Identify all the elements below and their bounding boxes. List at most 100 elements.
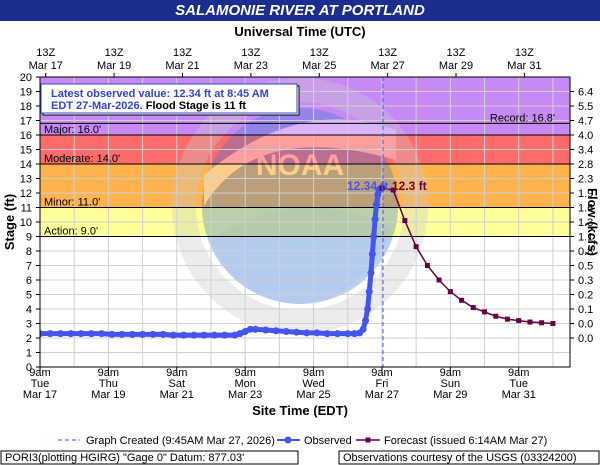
observed-point xyxy=(169,331,177,339)
chart-title: SALAMONIE RIVER AT PORTLAND xyxy=(0,0,600,21)
site-tick-day: Sat xyxy=(169,378,186,390)
flow-tick-label: 0.8 xyxy=(578,246,593,258)
threshold-lines: Record: 16.8' Major: 16.0' Moderate: 14.0'… xyxy=(40,112,570,238)
flow-tick-label: 0.5 xyxy=(578,261,593,273)
stage-tick-label: 1 xyxy=(26,348,32,360)
forecast-point xyxy=(447,289,453,295)
observed-point xyxy=(364,305,372,313)
flow-tick-label: 5.5 xyxy=(578,101,593,113)
observed-point xyxy=(251,325,259,333)
flow-tick-label: 0.3 xyxy=(578,275,593,287)
flow-tick-label: 2.8 xyxy=(578,159,593,171)
observed-point xyxy=(190,331,198,339)
flow-tick-label: 1.3 xyxy=(578,217,593,229)
site-tick-hour: 9am xyxy=(440,367,461,379)
stage-tick-label: 0 xyxy=(26,362,32,374)
forecast-point xyxy=(402,218,408,224)
forecast-point xyxy=(504,316,510,322)
site-tick-day: Sun xyxy=(441,378,461,390)
observed-point xyxy=(159,330,167,338)
footer-datum-text: PORI3(plotting HGIRG) "Gage 0" Datum: 87… xyxy=(5,452,244,464)
observed-point xyxy=(262,326,270,334)
site-tick-day: Wed xyxy=(302,378,324,390)
observed-point xyxy=(118,330,126,338)
latest-value-box: Latest observed value: 12.34 ft at 8:45 … xyxy=(40,83,300,116)
site-tick-hour: 9am xyxy=(98,367,119,379)
flow-tick-label: 4.7 xyxy=(578,116,593,128)
flood-stage-note: Flood Stage is 11 ft xyxy=(143,100,247,112)
observed-point xyxy=(77,330,85,338)
threshold-label-record: Record: 16.8' xyxy=(490,112,555,124)
observed-point xyxy=(128,330,136,338)
observed-point xyxy=(344,330,352,338)
stage-tick-label: 3 xyxy=(26,319,32,331)
observed-point xyxy=(200,331,208,339)
stage-tick-label: 20 xyxy=(20,72,32,84)
site-tick-day: Tue xyxy=(509,378,528,390)
observed-point xyxy=(323,330,331,338)
flow-tick-label: 1.6 xyxy=(578,203,593,215)
utc-tick-hour: 13Z xyxy=(447,47,466,59)
flow-tick-label: 3.4 xyxy=(578,145,593,157)
flow-tick-label: 1.9 xyxy=(578,188,593,200)
flow-axis: 0.0 0.0 0.1 0.2 0.3 0.5 0.8 1.1 1.3 1.6 1.9 2.3 2.8 3… xyxy=(570,87,593,345)
site-tick-hour: 9am xyxy=(508,367,529,379)
observed-point xyxy=(180,331,188,339)
flow-tick-label: 1.1 xyxy=(578,232,593,244)
legend-observed-label: Observed xyxy=(304,435,352,447)
utc-tick-date: Mar 29 xyxy=(439,60,473,72)
observed-point xyxy=(46,330,54,338)
utc-tick-date: Mar 25 xyxy=(302,60,336,72)
observed-peak-label: 12.34 ft xyxy=(347,179,388,193)
site-tick-date: Mar 27 xyxy=(365,389,399,401)
stage-tick-label: 5 xyxy=(26,290,32,302)
observed-point xyxy=(359,325,367,333)
forecast-point xyxy=(516,318,522,324)
site-tick-day: Mon xyxy=(234,378,255,390)
latest-value-date: EDT 27-Mar-2026. xyxy=(51,100,143,112)
svg-text:NOAA: NOAA xyxy=(256,149,344,182)
observed-point xyxy=(371,215,379,223)
observed-point xyxy=(108,330,116,338)
site-tick-date: Mar 17 xyxy=(23,389,57,401)
data-series xyxy=(40,184,556,339)
utc-tick-date: Mar 27 xyxy=(371,60,405,72)
threshold-label-major: Major: 16.0' xyxy=(44,124,101,136)
forecast-point xyxy=(493,313,499,319)
legend-created-label: Graph Created (9:45AM Mar 27, 2026) xyxy=(86,435,275,447)
utc-tick-date: Mar 17 xyxy=(29,60,63,72)
site-tick-date: Mar 29 xyxy=(433,389,467,401)
site-tick-day: Thu xyxy=(99,378,118,390)
latest-value-line1: Latest observed value: 12.34 ft at 8:45 … xyxy=(51,88,269,100)
stage-axis-title: Stage (ft) xyxy=(2,194,17,250)
forecast-point xyxy=(436,277,442,283)
flow-tick-label: 0.1 xyxy=(578,304,593,316)
footer-left-box xyxy=(0,450,299,465)
observed-point xyxy=(292,328,300,336)
minor-band xyxy=(40,164,570,208)
site-tick-hour: 9am xyxy=(303,367,324,379)
site-tick-hour: 9am xyxy=(371,367,392,379)
utc-tick-hour: 13Z xyxy=(515,47,534,59)
legend: Graph Created (9:45AM Mar 27, 2026) Obse… xyxy=(58,435,547,447)
observed-point xyxy=(370,233,378,240)
stage-tick-label: 7 xyxy=(26,261,32,273)
threshold-label-moderate: Moderate: 14.0' xyxy=(44,153,120,165)
flow-axis-title: Flow (kcfs) xyxy=(585,188,600,256)
site-tick-day: Tue xyxy=(31,378,50,390)
site-tick-date: Mar 25 xyxy=(296,389,330,401)
observed-point xyxy=(210,331,218,339)
stage-tick-label: 8 xyxy=(26,246,32,258)
footer-credit-text: Observations courtesy of the USGS (03324… xyxy=(343,452,577,464)
forecast-point xyxy=(539,320,545,326)
observed-point xyxy=(362,317,370,325)
flow-tick-label: 6.4 xyxy=(578,87,593,99)
utc-tick-date: Mar 31 xyxy=(507,60,541,72)
observed-point xyxy=(368,250,376,258)
site-tick-date: Mar 21 xyxy=(160,389,194,401)
observed-point xyxy=(333,330,341,338)
flow-tick-label: 0.0 xyxy=(578,333,593,345)
stage-tick-label: 11 xyxy=(21,203,32,215)
